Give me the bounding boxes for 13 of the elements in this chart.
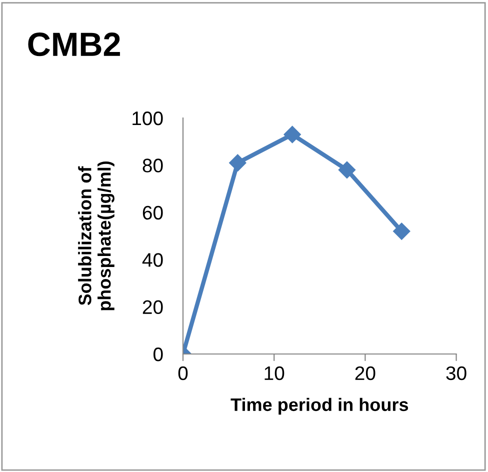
y-tick-label: 80 [142, 158, 163, 172]
x-tick-label: 10 [264, 366, 284, 380]
x-tick-label: 20 [355, 366, 376, 380]
y-tick-label: 0 [154, 347, 163, 362]
y-tick-label: 60 [142, 206, 163, 220]
chart-title: CMB2 [28, 32, 120, 56]
x-tick-label: 0 [178, 366, 188, 380]
y-tick-label: 100 [132, 111, 163, 126]
x-tick-label: 30 [446, 366, 466, 380]
y-tick-label: 40 [142, 253, 163, 267]
x-axis-title: Time period in hours [230, 398, 408, 415]
y-tick-label: 20 [142, 300, 163, 314]
y-axis-title: Solubilization of phosphate(µg/ml) [78, 161, 114, 310]
